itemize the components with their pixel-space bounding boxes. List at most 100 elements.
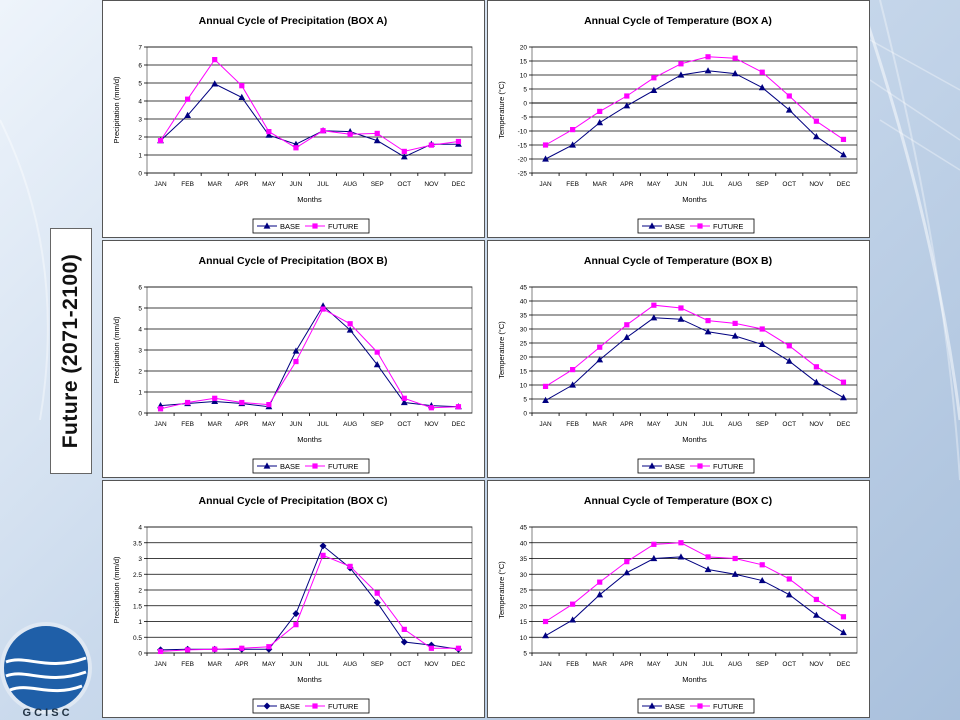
- data-point-base: [704, 565, 712, 573]
- data-point-base: [623, 333, 631, 340]
- data-point-future: [759, 562, 765, 568]
- legend-marker-future: [312, 463, 318, 469]
- x-tick-label: JUN: [675, 181, 688, 188]
- data-point-base: [840, 151, 847, 158]
- x-tick-label: JUL: [317, 421, 329, 428]
- data-point-base: [677, 71, 685, 78]
- x-tick-label: JUN: [290, 181, 303, 188]
- y-tick-label: 0: [523, 411, 527, 418]
- legend-label-future: FUTURE: [328, 462, 358, 471]
- data-point-future: [542, 618, 549, 625]
- y-tick-label: 35: [520, 313, 528, 320]
- y-axis-label: Precipitation (mm/d): [112, 556, 121, 624]
- x-tick-label: MAR: [207, 421, 222, 428]
- x-tick-label: DEC: [837, 181, 851, 188]
- x-tick-label: FEB: [566, 661, 579, 668]
- y-tick-label: 4: [138, 525, 142, 532]
- x-tick-label: APR: [620, 661, 634, 668]
- data-point-base: [569, 616, 577, 623]
- series-line-base: [545, 556, 844, 637]
- x-tick-label: MAR: [207, 661, 222, 668]
- data-point-future: [678, 61, 684, 67]
- y-tick-label: -15: [518, 143, 528, 150]
- series-line-future: [160, 554, 459, 652]
- x-tick-label: FEB: [181, 181, 194, 188]
- data-point-future: [542, 383, 549, 389]
- chart-legend: BASE FUTURE: [252, 458, 370, 474]
- data-point-base: [758, 84, 766, 91]
- data-point-future: [320, 306, 326, 312]
- chart-panel-precip-box-a: Annual Cycle of Precipitation (BOX A) 0 1 2…: [102, 0, 485, 238]
- x-tick-label: AUG: [728, 181, 742, 188]
- y-tick-label: 40: [520, 299, 528, 306]
- x-tick-label: DEC: [452, 181, 466, 188]
- y-axis-label: Precipitation (mm/d): [112, 76, 121, 144]
- side-label-text: Future (2071-2100): [59, 253, 82, 449]
- x-tick-label: MAY: [262, 181, 276, 188]
- data-point-future: [347, 563, 353, 569]
- data-point-base: [569, 141, 577, 148]
- legend-marker-future: [312, 703, 318, 709]
- y-tick-label: 20: [520, 355, 528, 362]
- data-point-future: [320, 552, 326, 558]
- plot-area: [531, 286, 858, 414]
- future-period-label: Future (2071-2100): [50, 228, 92, 474]
- data-point-future: [570, 601, 576, 607]
- x-tick-label: JAN: [154, 181, 167, 188]
- x-tick-label: JUL: [702, 661, 714, 668]
- x-tick-label: MAR: [592, 421, 607, 428]
- series-line-base: [545, 70, 844, 160]
- data-point-future: [840, 614, 847, 620]
- data-point-future: [157, 138, 164, 144]
- data-point-future: [542, 142, 549, 148]
- data-point-future: [624, 559, 630, 565]
- chart-title: Annual Cycle of Temperature (BOX B): [584, 255, 772, 267]
- y-tick-label: 30: [520, 572, 528, 579]
- data-point-base: [400, 638, 408, 646]
- data-point-future: [374, 130, 380, 136]
- data-point-base: [542, 155, 549, 162]
- data-point-future: [239, 645, 245, 651]
- x-tick-label: OCT: [397, 181, 411, 188]
- x-tick-label: AUG: [343, 181, 357, 188]
- y-tick-label: 0: [138, 171, 142, 178]
- x-tick-label: MAR: [207, 181, 222, 188]
- y-tick-label: 1: [138, 619, 142, 626]
- data-point-base: [758, 340, 766, 347]
- x-tick-label: MAY: [647, 421, 661, 428]
- y-tick-label: 10: [520, 635, 528, 642]
- data-point-future: [786, 93, 792, 99]
- data-point-future: [732, 320, 738, 326]
- data-point-future: [266, 644, 272, 650]
- y-tick-label: -10: [518, 129, 528, 136]
- legend-label-future: FUTURE: [713, 702, 743, 711]
- legend-marker-base: [648, 702, 656, 709]
- data-point-base: [596, 119, 604, 126]
- data-point-future: [266, 129, 272, 135]
- x-tick-label: OCT: [782, 661, 796, 668]
- data-point-base: [650, 554, 658, 562]
- y-tick-label: 2.5: [133, 572, 142, 579]
- y-axis-label: Temperature (°C): [497, 561, 506, 619]
- x-axis-label: Months: [682, 435, 707, 444]
- x-tick-label: OCT: [397, 421, 411, 428]
- data-point-future: [401, 148, 407, 154]
- y-tick-label: 0: [523, 101, 527, 108]
- legend-label-base: BASE: [665, 222, 685, 231]
- data-point-base: [373, 361, 381, 368]
- x-axis-label: Months: [682, 195, 707, 204]
- data-point-future: [157, 648, 164, 655]
- x-axis-label: Months: [682, 675, 707, 684]
- legend-marker-base: [263, 702, 271, 710]
- x-tick-label: FEB: [181, 661, 194, 668]
- data-point-base: [569, 381, 577, 388]
- data-point-future: [732, 55, 738, 61]
- y-tick-label: 10: [520, 383, 528, 390]
- y-tick-label: 6: [138, 285, 142, 292]
- y-axis-label: Temperature (°C): [497, 81, 506, 139]
- y-tick-label: 3.5: [133, 540, 142, 547]
- y-tick-label: 35: [520, 556, 528, 563]
- logo-lettering: G C I S C: [22, 707, 69, 719]
- data-point-future: [678, 305, 684, 311]
